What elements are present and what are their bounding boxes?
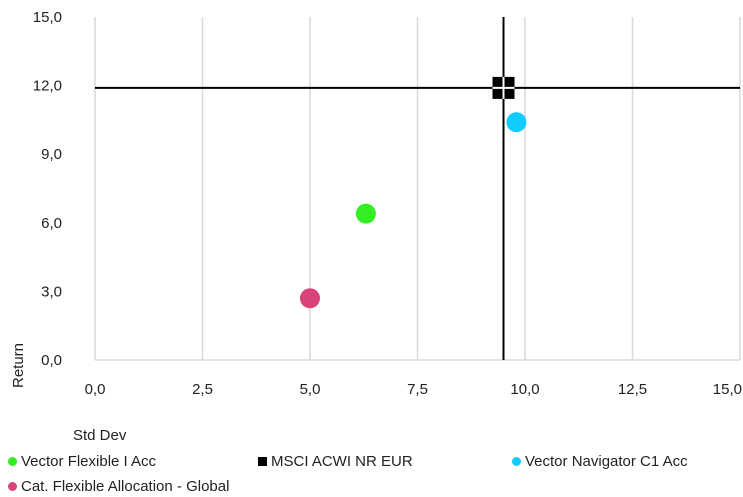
legend-label: Cat. Flexible Allocation - Global <box>21 478 230 495</box>
legend-label: Vector Flexible I Acc <box>21 453 157 470</box>
legend-item: Cat. Flexible Allocation - Global <box>8 478 229 495</box>
legend-item: Vector Flexible I Acc <box>8 453 156 470</box>
x-axis-ticks: 0,0 2,5 5,0 7,5 10,0 12,5 15,0 <box>85 381 742 398</box>
legend-marker <box>258 457 267 466</box>
x-tick-label: 7,5 <box>407 381 428 398</box>
x-tick-label: 2,5 <box>192 381 213 398</box>
legend: Vector Flexible I Acc MSCI ACWI NR EUR Vec… <box>0 451 743 497</box>
y-tick-label: 15,0 <box>33 9 62 26</box>
benchmark-crosshair <box>95 17 740 360</box>
legend-label: MSCI ACWI NR EUR <box>271 453 413 470</box>
data-points <box>300 76 527 309</box>
y-tick-label: 9,0 <box>41 146 62 163</box>
y-tick-label: 12,0 <box>33 78 62 95</box>
x-tick-label: 10,0 <box>510 381 539 398</box>
x-tick-label: 15,0 <box>713 381 742 398</box>
legend-marker <box>512 457 521 466</box>
y-axis-label: Return <box>10 343 27 388</box>
y-tick-label: 0,0 <box>41 352 62 369</box>
legend-label: Vector Navigator C1 Acc <box>525 453 688 470</box>
point-circle-2 <box>506 112 527 133</box>
scatter-chart: 0,0 2,5 5,0 7,5 10,0 12,5 15,0 0,0 3,0 6,0 9,0 12,… <box>10 9 742 444</box>
grid-lines <box>94 17 741 361</box>
x-axis-label: Std Dev <box>73 427 127 444</box>
y-tick-label: 6,0 <box>41 215 62 232</box>
x-tick-label: 12,5 <box>618 381 647 398</box>
y-tick-label: 3,0 <box>41 283 62 300</box>
x-tick-label: 5,0 <box>300 381 321 398</box>
y-axis-ticks: 0,0 3,0 6,0 9,0 12,0 15,0 <box>33 9 62 369</box>
legend-item: Vector Navigator C1 Acc <box>512 453 688 470</box>
point-circle-3 <box>300 288 320 309</box>
legend-marker <box>8 457 17 466</box>
legend-marker <box>8 482 17 491</box>
point-circle-0 <box>355 203 376 224</box>
legend-item: MSCI ACWI NR EUR <box>258 453 413 470</box>
x-tick-label: 0,0 <box>85 381 106 398</box>
